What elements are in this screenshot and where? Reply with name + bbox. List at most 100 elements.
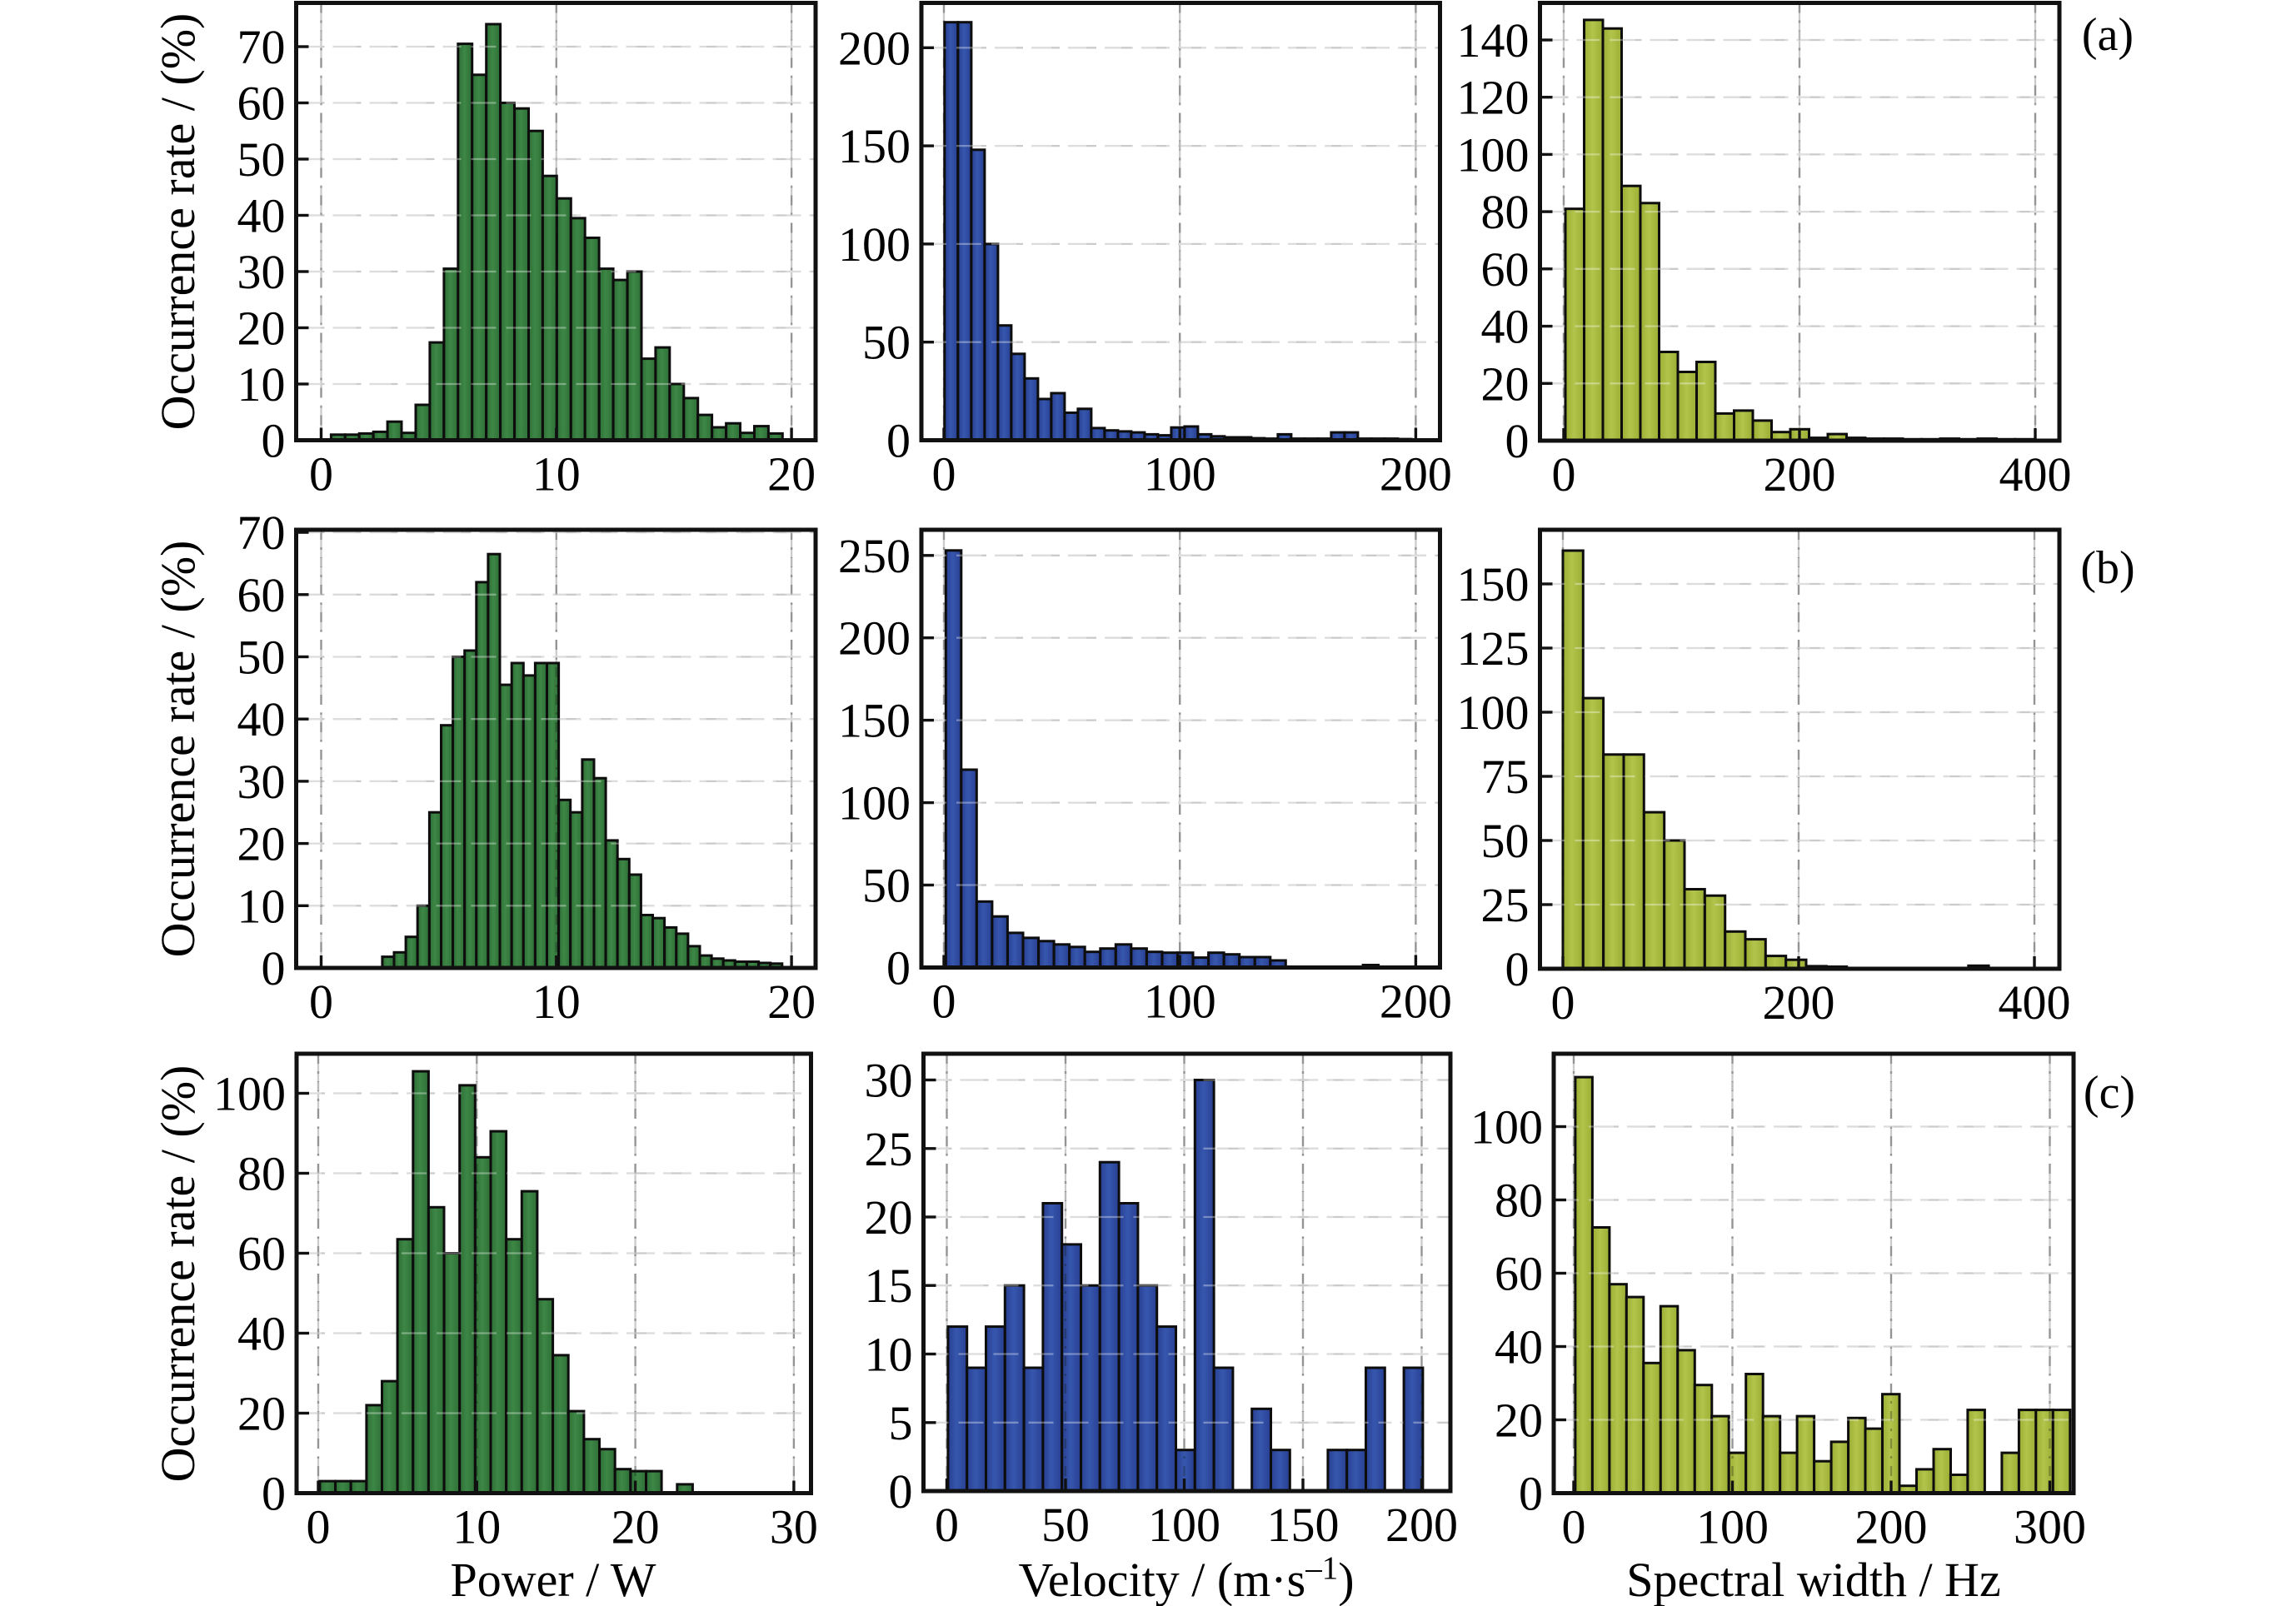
svg-text:75: 75 (1481, 750, 1530, 804)
svg-text:0: 0 (932, 975, 956, 1029)
svg-text:50: 50 (237, 631, 286, 685)
svg-text:50: 50 (1041, 1498, 1090, 1552)
svg-text:100: 100 (1457, 686, 1530, 740)
svg-text:400: 400 (1999, 447, 2072, 501)
svg-text:20: 20 (767, 447, 816, 501)
svg-text:200: 200 (1385, 1498, 1458, 1552)
svg-text:150: 150 (838, 694, 911, 748)
svg-text:200: 200 (1763, 975, 1835, 1030)
svg-text:25: 25 (865, 1122, 913, 1176)
svg-text:60: 60 (1495, 1247, 1543, 1301)
svg-text:30: 30 (770, 1500, 818, 1554)
svg-text:200: 200 (1380, 975, 1452, 1029)
svg-text:Velocity / (m·s–1): Velocity / (m·s–1) (1018, 1550, 1354, 1606)
svg-text:40: 40 (237, 1307, 286, 1361)
svg-text:70: 70 (237, 506, 286, 560)
svg-text:(c): (c) (2084, 1067, 2135, 1119)
svg-text:250: 250 (838, 529, 911, 583)
svg-text:80: 80 (1481, 185, 1530, 239)
svg-text:100: 100 (838, 217, 911, 272)
svg-text:0: 0 (1505, 414, 1530, 468)
svg-text:0: 0 (886, 414, 911, 468)
svg-text:10: 10 (532, 447, 581, 501)
svg-text:80: 80 (1495, 1174, 1543, 1228)
svg-text:0: 0 (309, 447, 333, 501)
svg-text:100: 100 (1148, 1498, 1220, 1552)
svg-text:0: 0 (307, 1500, 331, 1554)
svg-text:(a): (a) (2082, 9, 2134, 61)
svg-text:0: 0 (1562, 1500, 1586, 1554)
svg-text:30: 30 (865, 1054, 913, 1108)
svg-text:80: 80 (237, 1147, 286, 1201)
svg-text:0: 0 (262, 1467, 286, 1521)
svg-text:0: 0 (1505, 942, 1530, 996)
svg-text:60: 60 (237, 77, 286, 131)
svg-text:100: 100 (213, 1067, 286, 1121)
svg-text:100: 100 (1144, 975, 1216, 1029)
svg-text:50: 50 (237, 132, 286, 187)
svg-text:15: 15 (865, 1259, 913, 1313)
svg-text:40: 40 (237, 692, 286, 746)
svg-text:0: 0 (889, 1464, 913, 1519)
svg-text:60: 60 (1481, 242, 1530, 297)
svg-text:150: 150 (838, 119, 911, 173)
svg-text:100: 100 (1470, 1100, 1543, 1155)
svg-text:50: 50 (1481, 814, 1530, 868)
svg-text:30: 30 (237, 245, 286, 299)
svg-text:50: 50 (862, 859, 911, 913)
svg-text:300: 300 (2014, 1500, 2086, 1554)
svg-text:10: 10 (452, 1500, 501, 1554)
svg-text:0: 0 (1552, 447, 1576, 501)
svg-text:0: 0 (309, 975, 333, 1029)
svg-text:Occurrence rate / (%): Occurrence rate / (%) (151, 1065, 205, 1483)
svg-text:0: 0 (886, 941, 911, 995)
svg-text:20: 20 (237, 302, 286, 356)
svg-text:200: 200 (1855, 1500, 1928, 1554)
svg-text:60: 60 (237, 568, 286, 622)
svg-text:20: 20 (767, 975, 816, 1029)
svg-text:0: 0 (1551, 975, 1575, 1030)
svg-text:70: 70 (237, 20, 286, 74)
svg-text:40: 40 (1495, 1320, 1543, 1374)
svg-text:10: 10 (237, 357, 286, 411)
svg-text:25: 25 (1481, 878, 1530, 932)
svg-text:20: 20 (865, 1190, 913, 1244)
svg-text:60: 60 (237, 1227, 286, 1281)
svg-text:Spectral width / Hz: Spectral width / Hz (1626, 1553, 2000, 1606)
svg-text:20: 20 (237, 817, 286, 871)
svg-text:200: 200 (1764, 447, 1836, 501)
svg-text:150: 150 (1457, 557, 1530, 611)
svg-text:Occurrence rate / (%): Occurrence rate / (%) (151, 13, 205, 431)
svg-text:125: 125 (1457, 621, 1530, 676)
svg-text:Occurrence rate / (%): Occurrence rate / (%) (151, 541, 205, 958)
svg-text:100: 100 (838, 776, 911, 830)
svg-text:10: 10 (865, 1328, 913, 1382)
svg-text:50: 50 (862, 316, 911, 370)
svg-text:100: 100 (1144, 447, 1216, 501)
svg-text:0: 0 (935, 1498, 959, 1552)
svg-text:400: 400 (1999, 975, 2071, 1030)
svg-text:0: 0 (1519, 1467, 1543, 1521)
svg-text:100: 100 (1696, 1500, 1769, 1554)
svg-text:150: 150 (1267, 1498, 1340, 1552)
svg-text:0: 0 (262, 941, 286, 995)
svg-text:40: 40 (1481, 300, 1530, 354)
svg-text:5: 5 (889, 1396, 913, 1450)
svg-text:200: 200 (1380, 447, 1452, 501)
svg-text:120: 120 (1457, 71, 1530, 125)
svg-text:Power / W: Power / W (450, 1553, 656, 1606)
svg-text:20: 20 (1481, 357, 1530, 411)
svg-text:20: 20 (237, 1387, 286, 1441)
svg-text:100: 100 (1457, 127, 1530, 182)
svg-text:30: 30 (237, 755, 286, 809)
svg-text:200: 200 (838, 21, 911, 75)
svg-text:(b): (b) (2080, 542, 2134, 594)
svg-text:0: 0 (932, 447, 956, 501)
svg-text:10: 10 (237, 879, 286, 933)
svg-text:40: 40 (237, 189, 286, 243)
svg-text:20: 20 (1495, 1394, 1543, 1448)
svg-text:200: 200 (838, 611, 911, 666)
svg-text:20: 20 (611, 1500, 660, 1554)
svg-text:140: 140 (1457, 13, 1530, 67)
svg-text:0: 0 (262, 414, 286, 468)
